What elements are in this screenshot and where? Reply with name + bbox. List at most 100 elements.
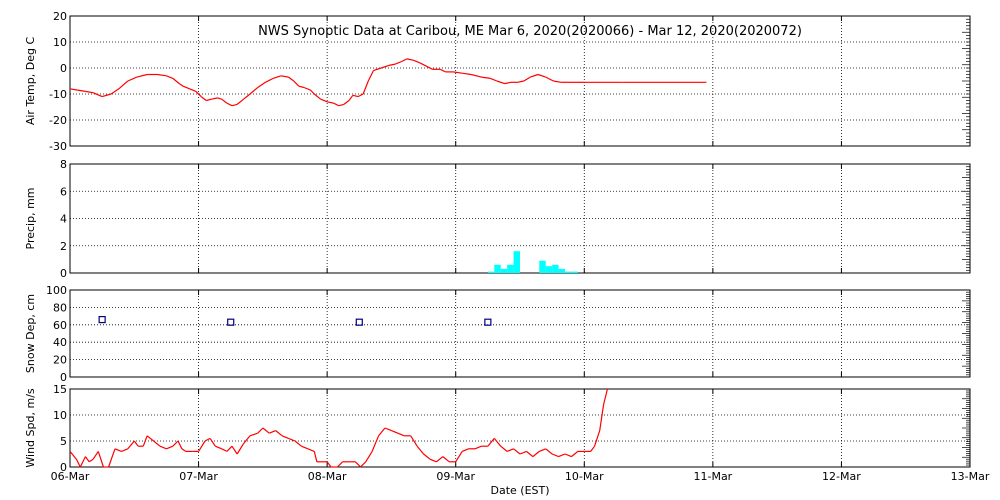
x-tick-label: 07-Mar xyxy=(179,470,218,483)
wind-speed-line-segment xyxy=(92,451,99,460)
precip-bar xyxy=(565,271,572,273)
wind-speed-ytick-label: 10 xyxy=(53,409,67,422)
air-temp-ytick-label: -10 xyxy=(49,88,67,101)
air-temp-line-segment xyxy=(440,68,446,73)
air-temp-line-segment xyxy=(221,98,228,104)
wind-speed-line-segment xyxy=(275,430,283,437)
air-temp-line-segment xyxy=(118,80,129,90)
air-temp-line-segment xyxy=(303,86,311,91)
wind-speed-line-segment xyxy=(532,450,540,458)
air-temp-line-segment xyxy=(530,73,539,78)
snow-depth-ytick-label: 80 xyxy=(53,301,67,314)
snow-depth-ytick-label: 60 xyxy=(53,319,67,332)
air-temp-line-segment xyxy=(236,98,244,105)
wind-speed-line-segment xyxy=(257,427,264,434)
air-temp-line-segment xyxy=(110,88,120,95)
air-temp-line-segment xyxy=(380,64,390,69)
precip-ylabel: Precip, mm xyxy=(24,188,37,250)
wind-speed-line-segment xyxy=(384,427,392,432)
wind-speed-line-segment xyxy=(221,448,228,452)
snow-depth-point xyxy=(98,315,106,324)
wind-speed-line-segment xyxy=(231,445,238,455)
wind-speed-line-segment xyxy=(301,445,309,450)
chart-title: NWS Synoptic Data at Caribou, ME Mar 6, … xyxy=(258,24,802,39)
wind-speed-ylabel: Wind Spd, m/s xyxy=(24,388,37,468)
wind-speed-ytick-label: 5 xyxy=(60,435,67,448)
air-temp-line-segment xyxy=(395,60,402,65)
air-temp-line-segment xyxy=(517,80,524,83)
air-temp-line-segment xyxy=(195,90,202,98)
wind-speed-line-segment xyxy=(429,458,437,463)
wind-speed-line-segment xyxy=(236,443,245,455)
wind-speed-line-segment xyxy=(181,448,187,452)
air-temp-line-segment xyxy=(157,73,167,77)
air-temp-ylabel: Air Temp, Deg C xyxy=(24,37,37,126)
air-temp-line-segment xyxy=(298,85,305,89)
wind-speed-line-segment xyxy=(526,450,534,458)
wind-speed-line-segment xyxy=(410,435,418,447)
wind-speed-line-segment xyxy=(114,448,122,452)
wind-speed-line-segment xyxy=(337,461,343,468)
air-temp-line-segment xyxy=(338,103,345,107)
wind-speed-line-segment xyxy=(558,453,566,458)
wind-speed-line-segment xyxy=(551,453,559,458)
wind-speed-line-segment xyxy=(69,451,77,460)
air-temp-line-segment xyxy=(490,77,498,82)
wind-speed-line-segment xyxy=(249,432,258,437)
air-temp-line-segment xyxy=(249,87,259,95)
snow-depth-panel: 100 80 60 40 20 0 Snow Dep, cm xyxy=(24,284,971,384)
air-temp-line-segment xyxy=(367,70,374,82)
wind-speed-line-segment xyxy=(75,458,81,468)
air-temp-line-segment xyxy=(272,75,282,79)
wind-speed-ytick-label: 15 xyxy=(53,383,67,396)
air-temp-line-segment xyxy=(166,75,174,79)
wind-speed-line-segment xyxy=(519,450,527,455)
air-temp-line-segment xyxy=(537,73,546,78)
wind-speed-line-segment xyxy=(88,458,94,463)
air-temp-line-segment xyxy=(504,81,512,85)
precip-bar xyxy=(545,266,553,273)
precip-bar xyxy=(487,271,495,273)
wind-speed-line-segment xyxy=(198,440,206,452)
air-temp-line-segment xyxy=(406,58,414,61)
wind-speed-line-segment xyxy=(442,456,450,463)
wind-speed-line-segment xyxy=(564,453,572,458)
wind-speed-line-segment xyxy=(294,440,302,447)
snow-depth-frame xyxy=(69,289,971,378)
air-temp-line-segment xyxy=(189,88,197,92)
wind-speed-line-segment xyxy=(539,448,546,452)
wind-speed-panel: 15 10 5 0 Wind Spd, m/s xyxy=(24,383,971,474)
wind-speed-line-segment xyxy=(84,456,90,463)
wind-speed-line-segment xyxy=(602,388,609,405)
wind-speed-line-segment xyxy=(506,448,514,452)
precip-ytick-label: 2 xyxy=(60,240,67,253)
air-temp-line-segment xyxy=(136,73,148,78)
wind-speed-line-segment xyxy=(371,435,380,452)
x-tick-label: 09-Mar xyxy=(436,470,475,483)
wind-speed-line-segment xyxy=(127,440,135,450)
air-temp-line-segment xyxy=(362,80,369,95)
air-temp-line-segment xyxy=(217,97,222,100)
precip-bar xyxy=(552,264,559,273)
snow-depth-ytick-label: 40 xyxy=(53,336,67,349)
wind-speed-line-segment xyxy=(307,448,315,452)
wind-speed-line-segment xyxy=(243,435,251,444)
wind-speed-line-segment xyxy=(455,451,463,463)
wind-speed-line-segment xyxy=(436,456,444,463)
air-temp-line-segment xyxy=(320,98,328,103)
air-temp-ytick-label: -20 xyxy=(49,114,67,127)
wind-speed-line-segment xyxy=(209,438,216,447)
wind-speed-line-segment xyxy=(474,445,482,450)
air-temp-line-segment xyxy=(265,77,274,83)
wind-speed-line-segment xyxy=(599,404,605,431)
air-temp-line-segment xyxy=(92,92,103,98)
air-temp-line-segment xyxy=(200,96,207,101)
air-temp-line-segment xyxy=(348,94,354,101)
wind-speed-line-segment xyxy=(391,430,399,434)
air-temp-line-segment xyxy=(257,81,266,88)
wind-speed-line-segment xyxy=(378,427,386,437)
air-temp-line-segment xyxy=(553,80,562,83)
air-temp-line-segment xyxy=(523,76,531,82)
air-temp-line-segment xyxy=(333,102,339,107)
wind-speed-line-segment xyxy=(500,445,508,452)
